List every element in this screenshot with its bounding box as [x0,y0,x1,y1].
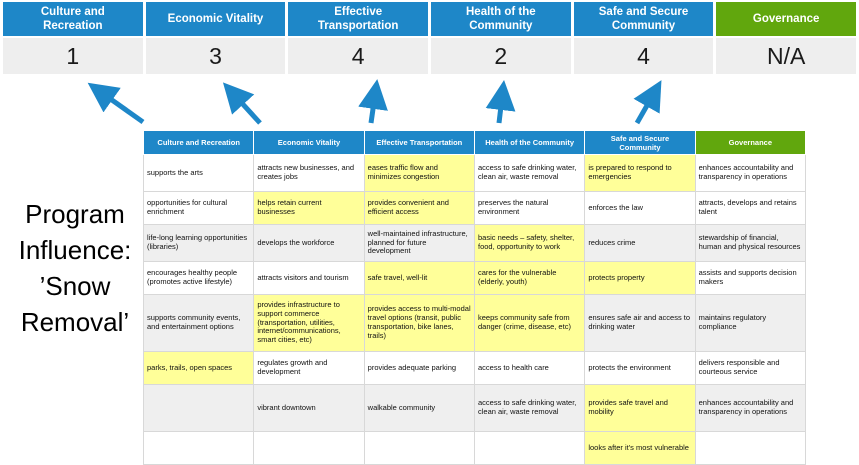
matrix-cell: enhances accountability and transparency… [694,384,807,432]
matrix-table: Culture and Recreation Economic Vitality E… [142,130,807,465]
influence-arrow-5 [633,80,662,125]
summary-score: 3 [145,38,286,74]
matrix-cell: protects the environment [584,351,696,385]
matrix-row: looks after it's most vulnerable [142,431,807,465]
matrix-cell: preserves the natural environment [473,191,586,225]
matrix-row: supports the arts attracts new businesses… [142,154,807,192]
influence-arrow-1 [87,82,145,125]
matrix-cell [473,431,586,465]
summary-score: N/A [716,38,856,74]
summary-header: Safe and Secure Community [573,2,714,36]
matrix-cell: attracts visitors and tourism [253,261,365,295]
matrix-cell: supports community events, and entertain… [142,294,255,352]
matrix-cell [253,431,365,465]
matrix-cell: opportunities for cultural enrichment [142,191,255,225]
matrix-cell: parks, trails, open spaces [142,351,255,385]
matrix-cell: provides access to multi-modal travel op… [363,294,475,352]
matrix-cell: is prepared to respond to emergencies [584,154,696,192]
matrix-cell: looks after it's most vulnerable [584,431,696,465]
matrix-cell: stewardship of financial, human and phys… [694,224,807,262]
summary-bar: Culture and Recreation 1 Economic Vitality… [3,2,856,74]
matrix-cell: supports the arts [142,154,255,192]
summary-score: 4 [288,38,428,74]
matrix-cell: attracts, develops and retains talent [694,191,807,225]
summary-column-1: Culture and Recreation 1 [3,2,143,74]
matrix-cell: provides convenient and efficient access [363,191,475,225]
matrix-cell: life-long learning opportunities (librar… [142,224,255,262]
summary-header: Health of the Community [431,2,571,36]
matrix-cell [694,431,807,465]
summary-column-3: Effective Transportation 4 [288,2,428,74]
matrix-row: parks, trails, open spaces regulates grow… [142,351,807,385]
matrix-header-cell: Safe and Secure Community [584,130,696,155]
matrix-header-cell: Culture and Recreation [142,130,255,155]
matrix-cell: delivers responsible and courteous servi… [694,351,807,385]
summary-column-5: Safe and Secure Community 4 [573,2,714,74]
matrix-cell: regulates growth and development [253,351,365,385]
matrix-cell: helps retain current businesses [253,191,365,225]
matrix-cell: access to safe drinking water, clean air… [473,384,586,432]
matrix-cell: walkable community [363,384,475,432]
matrix-cell: attracts new businesses, and creates job… [253,154,365,192]
matrix-cell: develops the workforce [253,224,365,262]
matrix-cell: protects property [584,261,696,295]
matrix-cell: safe travel, well-lit [363,261,475,295]
matrix-cell: enhances accountability and transparency… [694,154,807,192]
matrix-header-cell: Governance [694,130,807,155]
matrix-cell: keeps community safe from danger (crime,… [473,294,586,352]
matrix-cell: cares for the vulnerable (elderly, youth… [473,261,586,295]
matrix-cell: access to safe drinking water, clean air… [473,154,586,192]
summary-header: Governance [716,2,856,36]
matrix-row: opportunities for cultural enrichment hel… [142,191,807,225]
summary-header: Economic Vitality [145,2,286,36]
matrix-cell: access to health care [473,351,586,385]
matrix-cell: ensures safe air and access to drinking … [584,294,696,352]
influence-arrow-4 [485,80,516,124]
matrix-header-row: Culture and Recreation Economic Vitality E… [142,130,807,155]
summary-column-2: Economic Vitality 3 [145,2,286,74]
matrix-row: encourages healthy people (promotes acti… [142,261,807,295]
matrix-cell: eases traffic flow and minimizes congest… [363,154,475,192]
matrix-cell: well-maintained infrastructure, planned … [363,224,475,262]
matrix-cell [363,431,475,465]
summary-score: 4 [573,38,714,74]
summary-column-6: Governance N/A [716,2,856,74]
matrix-cell: assists and supports decision makers [694,261,807,295]
matrix-cell: enforces the law [584,191,696,225]
matrix-cell: provides infrastructure to support comme… [253,294,365,352]
matrix-cell [142,384,255,432]
summary-score: 2 [431,38,571,74]
matrix-cell: encourages healthy people (promotes acti… [142,261,255,295]
summary-score: 1 [3,38,143,74]
program-title: Program Influence: ’Snow Removal’ [18,199,132,337]
summary-column-4: Health of the Community 2 [431,2,571,74]
matrix-row: vibrant downtown walkable community access… [142,384,807,432]
summary-header: Culture and Recreation [3,2,143,36]
influence-arrow-3 [358,79,388,124]
matrix-row: life-long learning opportunities (librar… [142,224,807,262]
matrix-row: supports community events, and entertain… [142,294,807,352]
matrix-cell: provides safe travel and mobility [584,384,696,432]
matrix-cell: maintains regulatory compliance [694,294,807,352]
matrix-cell: vibrant downtown [253,384,365,432]
matrix-cell: provides adequate parking [363,351,475,385]
matrix-header-cell: Health of the Community [473,130,586,155]
summary-header: Effective Transportation [288,2,428,36]
matrix-cell: reduces crime [584,224,696,262]
matrix-header-cell: Effective Transportation [363,130,475,155]
matrix-cell [142,431,255,465]
influence-arrow-2 [222,82,262,125]
matrix-cell: basic needs – safety, shelter, food, opp… [473,224,586,262]
influence-arrows [87,79,662,125]
matrix-body: supports the arts attracts new businesses… [142,154,807,465]
matrix-header-cell: Economic Vitality [253,130,365,155]
